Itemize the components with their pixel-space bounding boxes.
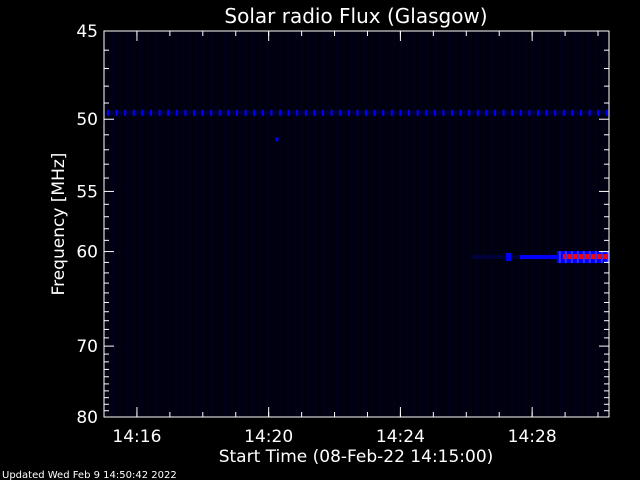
interference-line-segment — [390, 109, 393, 116]
interference-line-segment — [201, 109, 204, 116]
interference-line-segment — [408, 109, 410, 116]
y-axis-label: Frequency [MHz] — [49, 153, 69, 296]
interference-line-segment — [347, 109, 350, 116]
chart-title: Solar radio Flux (Glasgow) — [224, 4, 487, 28]
interference-line-segment — [528, 109, 531, 116]
interference-line-segment — [253, 109, 256, 116]
emission-band-column — [606, 251, 609, 264]
interference-line-segment — [580, 109, 582, 116]
emission-band-column — [600, 251, 603, 264]
interference-line-segment — [442, 109, 445, 116]
interference-line-segment — [588, 109, 591, 116]
plot-texture — [104, 31, 609, 417]
y-tick-label-50: 50 — [76, 110, 98, 130]
x-axis: 14:16 14:20 14:24 14:28 — [103, 31, 599, 447]
interference-line-segment — [115, 109, 118, 116]
interference-line-segment — [494, 109, 496, 116]
interference-line-segment — [356, 109, 359, 116]
interference-line-segment — [511, 109, 514, 116]
emission-band-burst — [506, 253, 512, 262]
x-tick-label-14:24: 14:24 — [376, 427, 425, 447]
interference-line-segment — [167, 109, 170, 116]
emission-band-column — [564, 251, 567, 264]
emission-band-column — [594, 251, 597, 264]
y-tick-label-60: 60 — [76, 243, 98, 263]
interference-line-segment — [382, 109, 385, 116]
interference-line-segment — [313, 109, 316, 116]
interference-line-segment — [519, 109, 522, 116]
interference-line-segment — [502, 109, 505, 116]
interference-line-segment — [210, 109, 213, 116]
x-tick-label-14:20: 14:20 — [244, 427, 293, 447]
emission-band-column — [570, 251, 573, 264]
interference-line-segment — [270, 109, 273, 116]
y-axis: 45 50 55 60 70 80 — [76, 22, 609, 428]
emission-spot — [275, 137, 279, 142]
interference-line-segment — [468, 109, 471, 116]
interference-line-segment — [597, 109, 600, 116]
interference-line-segment — [416, 109, 419, 116]
interference-line-segment — [562, 109, 565, 116]
interference-line-segment — [545, 109, 548, 116]
interference-line-segment — [107, 109, 109, 116]
interference-line-segment — [425, 109, 428, 116]
interference-line-segment — [451, 109, 453, 116]
interference-line-segment — [304, 109, 307, 116]
interference-line-segment — [244, 109, 247, 116]
interference-line-segment — [476, 109, 479, 116]
interference-line-segment — [296, 109, 299, 116]
y-tick-label-80: 80 — [76, 408, 98, 428]
interference-line-segment — [330, 109, 333, 116]
interference-line-segment — [236, 109, 238, 116]
interference-line-segment — [227, 109, 230, 116]
emission-band-column — [576, 251, 579, 264]
interference-line-segment — [322, 109, 324, 116]
x-axis-label: Start Time (08-Feb-22 14:15:00) — [219, 447, 494, 467]
interference-line-segment — [141, 109, 144, 116]
y-tick-label-45: 45 — [76, 22, 98, 42]
interference-line-segment — [218, 109, 221, 116]
interference-line-segment — [287, 109, 290, 116]
interference-line-segment — [158, 109, 161, 116]
interference-line-segment — [373, 109, 376, 116]
emission-band-column — [558, 251, 561, 264]
y-tick-label-55: 55 — [76, 182, 98, 202]
spectrogram-features — [104, 109, 609, 264]
interference-line-segment — [124, 109, 127, 116]
interference-line-segment — [554, 109, 557, 116]
interference-line-segment — [175, 109, 178, 116]
interference-line-segment — [399, 109, 402, 116]
interference-line-segment — [150, 109, 152, 116]
emission-band-peak — [562, 254, 609, 260]
interference-line-segment — [132, 109, 135, 116]
y-tick-label-70: 70 — [76, 337, 98, 357]
emission-band-column — [582, 251, 585, 264]
interference-line-segment — [339, 109, 342, 116]
interference-line-segment — [485, 109, 488, 116]
interference-line-segment — [433, 109, 436, 116]
interference-line-segment — [184, 109, 187, 116]
emission-band-column — [588, 251, 591, 264]
interference-line-segment — [279, 109, 281, 116]
interference-line-segment — [571, 109, 574, 116]
interference-line-segment — [459, 109, 462, 116]
interference-line-segment — [537, 109, 539, 116]
interference-line-segment — [193, 109, 195, 116]
interference-line-segment — [261, 109, 264, 116]
updated-timestamp: Updated Wed Feb 9 14:50:42 2022 — [2, 470, 177, 480]
plot-frame — [103, 30, 610, 418]
interference-line-segment — [365, 109, 367, 116]
x-tick-label-14:28: 14:28 — [508, 427, 557, 447]
interference-line-segment — [605, 109, 608, 116]
x-tick-label-14:16: 14:16 — [112, 427, 161, 447]
